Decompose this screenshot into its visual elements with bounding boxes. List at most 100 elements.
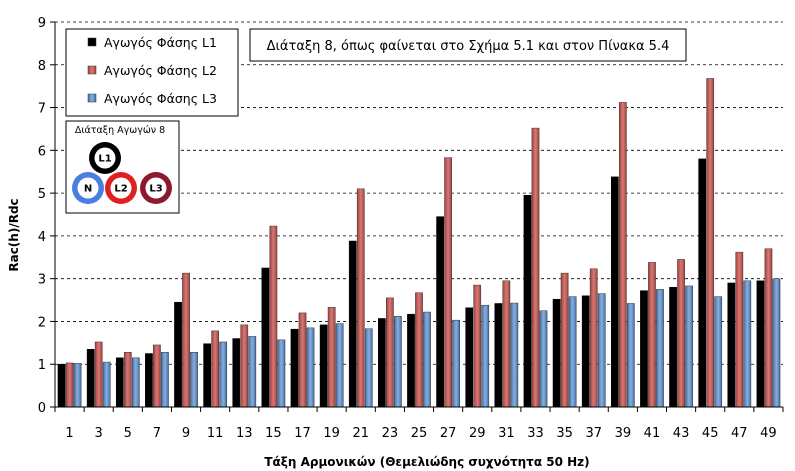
x-tick-label: 35: [556, 426, 573, 441]
conductor-label: N: [84, 184, 92, 195]
x-tick-label: 45: [702, 426, 719, 441]
bar-1-h31: [494, 303, 503, 408]
bar-3-h31: [510, 302, 519, 408]
x-tick-label: 23: [382, 426, 399, 441]
bar-2-h3: [94, 341, 103, 408]
bar-2-h23: [386, 297, 394, 408]
x-tick-label: 37: [585, 426, 602, 441]
bar-1-h33: [523, 195, 532, 408]
legend-label-1: Αγωγός Φάσης L1: [104, 35, 217, 50]
conductor-l1: L1: [89, 142, 121, 174]
bar-2-h5: [123, 351, 132, 408]
bar-3-h27: [452, 319, 460, 408]
bar-1-h39: [610, 176, 619, 408]
y-tick-label: 8: [38, 59, 46, 74]
x-tick-label: 17: [294, 426, 311, 441]
bar-1-h35: [552, 298, 561, 408]
legend-swatch-3: [87, 93, 97, 103]
bar-2-h17: [298, 312, 307, 408]
x-tick-label: 33: [527, 426, 544, 441]
x-tick-label: 5: [124, 426, 132, 441]
bar-3-h5: [131, 357, 140, 408]
bar-3-h9: [190, 351, 198, 408]
x-tick-label: 39: [615, 426, 632, 441]
conductor-n: N: [72, 172, 104, 204]
y-tick-label: 6: [38, 144, 46, 159]
bar-2-h19: [327, 307, 336, 408]
bar-1-h5: [115, 357, 124, 408]
y-tick-label: 2: [38, 315, 46, 330]
conductor-label: L2: [114, 184, 127, 195]
bar-2-h37: [589, 268, 598, 408]
bars: [57, 78, 781, 408]
x-tick-label: 43: [673, 426, 690, 441]
x-tick-label: 27: [440, 426, 457, 441]
bar-1-h47: [727, 282, 736, 408]
bar-3-h3: [102, 361, 111, 408]
bar-3-h19: [335, 323, 344, 408]
x-tick-label: 15: [265, 426, 282, 441]
bar-2-h43: [677, 259, 685, 408]
x-tick-label: 3: [95, 426, 103, 441]
y-tick-label: 3: [38, 273, 46, 288]
bar-1-h29: [465, 307, 474, 408]
y-axis-ticks: 0 1 2 3 4 5 6 7 8 9: [38, 16, 55, 416]
annotation: Διάταξη 8, όπως φαίνεται στο Σχήμα 5.1 κ…: [249, 28, 687, 62]
bar-1-h25: [407, 313, 415, 408]
conductor-label: L1: [98, 154, 111, 165]
x-tick-label: 25: [411, 426, 428, 441]
x-tick-label: 31: [498, 426, 515, 441]
annotation-text: Διάταξη 8, όπως φαίνεται στο Σχήμα 5.1 κ…: [267, 39, 670, 54]
bar-3-h7: [161, 351, 169, 408]
bar-2-h35: [560, 272, 569, 408]
bar-2-h7: [153, 344, 161, 408]
bar-3-h15: [277, 339, 286, 408]
y-tick-label: 1: [38, 358, 46, 373]
legend-label-2: Αγωγός Φάσης L2: [104, 63, 217, 78]
legend: Αγωγός Φάσης L1 Αγωγός Φάσης L2 Αγωγός Φάσ…: [65, 28, 239, 117]
bar-3-h45: [714, 296, 723, 408]
bar-1-h43: [669, 286, 677, 408]
x-tick-label: 11: [207, 426, 224, 441]
bar-3-h29: [481, 304, 490, 408]
legend-swatch-2: [87, 65, 97, 75]
bar-1-h1: [57, 363, 66, 408]
x-tick-label: 49: [760, 426, 777, 441]
bar-2-h25: [415, 292, 423, 408]
x-tick-label: 9: [182, 426, 190, 441]
bar-1-h3: [86, 349, 95, 408]
bar-1-h21: [348, 240, 357, 408]
bar-3-h33: [539, 310, 548, 408]
bar-3-h23: [394, 316, 402, 408]
bar-3-h37: [597, 293, 606, 408]
legend-label-3: Αγωγός Φάσης L3: [104, 91, 217, 106]
x-tick-label: 13: [236, 426, 253, 441]
x-tick-label: 47: [731, 426, 748, 441]
x-tick-label: 29: [469, 426, 486, 441]
x-tick-label: 21: [352, 426, 369, 441]
bar-2-h41: [648, 262, 656, 408]
bar-2-h9: [182, 272, 190, 408]
bar-2-h31: [502, 280, 511, 408]
bar-3-h21: [364, 328, 373, 408]
annotation-box: [249, 28, 687, 62]
bar-2-h13: [240, 324, 249, 408]
x-axis-title: Τάξη Αρμονικών (Θεμελιώδης συχνότητα 50 …: [264, 455, 589, 469]
bar-2-h33: [531, 127, 540, 408]
bar-1-h23: [378, 318, 386, 408]
bar-1-h37: [581, 295, 590, 408]
x-axis-ticks: 1 3 5 7 9 11 13 15 17 19 21 23 25 27 29 31 33 35 37 39 41 43 4…: [54, 407, 784, 441]
conductor-l3: L3: [140, 172, 172, 204]
bar-3-h41: [656, 289, 664, 408]
bar-2-h1: [65, 362, 74, 408]
bar-1-h7: [145, 353, 153, 408]
y-tick-label: 4: [38, 230, 46, 245]
bar-1-h19: [319, 324, 328, 408]
bar-3-h43: [685, 285, 693, 408]
bar-3-h49: [772, 278, 781, 408]
bar-3-h35: [568, 296, 577, 408]
bar-3-h17: [306, 327, 315, 408]
bar-1-h9: [174, 301, 182, 408]
bar-3-h11: [219, 341, 228, 408]
legend-swatch-1: [87, 37, 97, 47]
